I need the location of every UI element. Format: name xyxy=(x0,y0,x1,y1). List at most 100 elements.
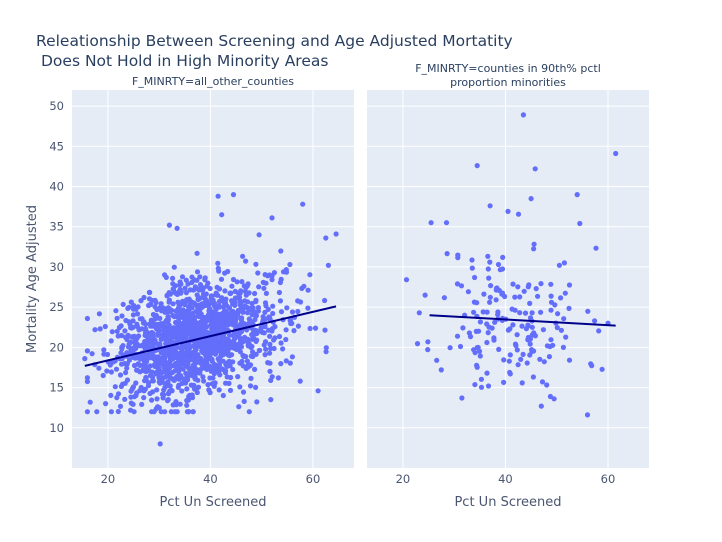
scatter-point xyxy=(270,303,276,309)
scatter-point xyxy=(531,241,537,247)
scatter-point xyxy=(507,352,513,358)
scatter-point xyxy=(152,363,158,369)
scatter-point xyxy=(183,370,189,376)
scatter-point xyxy=(484,339,490,346)
scatter-point xyxy=(204,283,210,289)
scatter-point xyxy=(193,324,199,330)
scatter-point xyxy=(487,294,493,300)
scatter-point xyxy=(142,386,148,392)
scatter-point xyxy=(218,315,224,321)
scatter-point xyxy=(241,353,247,359)
scatter-point xyxy=(501,379,507,385)
scatter-point xyxy=(522,310,529,316)
scatter-point xyxy=(585,308,591,314)
scatter-point xyxy=(487,299,493,305)
scatter-point xyxy=(458,283,465,289)
scatter-point xyxy=(194,269,201,275)
scatter-point xyxy=(267,350,273,356)
scatter-point xyxy=(177,279,183,285)
scatter-point xyxy=(533,286,539,292)
scatter-point xyxy=(275,375,281,381)
scatter-point xyxy=(197,274,203,280)
scatter-point xyxy=(502,293,508,300)
scatter-point xyxy=(97,326,103,332)
scatter-point xyxy=(527,300,533,306)
scatter-point xyxy=(179,274,186,280)
scatter-point xyxy=(206,316,212,322)
scatter-point xyxy=(267,341,273,347)
scatter-point xyxy=(202,300,208,306)
scatter-point xyxy=(165,379,171,385)
scatter-point xyxy=(484,321,490,327)
scatter-point xyxy=(563,334,569,340)
scatter-point xyxy=(117,372,124,378)
scatter-point xyxy=(216,298,223,304)
scatter-point xyxy=(305,287,311,293)
scatter-point xyxy=(208,365,214,371)
scatter-point xyxy=(113,366,120,372)
scatter-point xyxy=(145,383,152,389)
scatter-point xyxy=(104,368,110,374)
scatter-point xyxy=(207,375,213,381)
scatter-point xyxy=(481,291,487,297)
scatter-point xyxy=(168,409,174,415)
scatter-point xyxy=(474,300,480,306)
scatter-point xyxy=(118,383,124,389)
scatter-point xyxy=(217,372,223,378)
scatter-point xyxy=(269,328,275,334)
scatter-point xyxy=(133,392,139,399)
scatter-point xyxy=(128,388,134,394)
scatter-point xyxy=(454,281,461,287)
scatter-point xyxy=(256,284,262,290)
scatter-point xyxy=(192,386,198,392)
scatter-point xyxy=(613,150,619,157)
scatter-point xyxy=(126,341,132,347)
scatter-point xyxy=(322,327,328,333)
scatter-point xyxy=(146,339,152,345)
scatter-point xyxy=(224,374,230,380)
scatter-point xyxy=(515,284,521,290)
panel-right-x-axis-label: Pct Un Screened xyxy=(454,495,561,510)
scatter-point xyxy=(198,366,204,372)
scatter-point xyxy=(171,264,177,270)
scatter-point xyxy=(187,325,193,331)
scatter-point xyxy=(253,313,259,319)
scatter-point xyxy=(267,333,273,339)
scatter-point xyxy=(188,367,194,374)
scatter-point xyxy=(229,283,235,289)
scatter-point xyxy=(428,220,434,226)
scatter-point xyxy=(263,290,269,296)
scatter-point xyxy=(472,274,478,281)
scatter-point xyxy=(574,192,580,198)
scatter-point xyxy=(414,341,421,347)
scatter-point xyxy=(172,368,178,374)
scatter-point xyxy=(184,344,190,350)
scatter-point xyxy=(137,316,143,322)
scatter-point xyxy=(532,332,538,339)
scatter-point xyxy=(548,307,554,313)
panel-right-subtitle-line-1: F_MINRTY=counties in 90th% pctl xyxy=(415,62,601,75)
scatter-point xyxy=(237,298,243,304)
scatter-point xyxy=(155,329,162,335)
scatter-point xyxy=(471,309,477,315)
scatter-point xyxy=(158,370,164,376)
scatter-point xyxy=(270,310,276,317)
scatter-point xyxy=(242,298,248,304)
panel-right-background xyxy=(367,90,649,468)
scatter-point xyxy=(527,352,533,358)
y-axis-ticks: 10 15 20 25 30 35 40 45 50 xyxy=(49,99,64,435)
scatter-point xyxy=(441,295,447,301)
panel-left-trendline xyxy=(84,305,337,367)
scatter-point xyxy=(523,326,530,332)
scatter-point xyxy=(560,344,567,350)
scatter-point xyxy=(208,293,214,299)
scatter-point xyxy=(239,358,245,364)
scatter-point xyxy=(252,290,258,297)
scatter-point xyxy=(510,281,516,287)
scatter-point xyxy=(230,192,237,198)
y-tick-label: 45 xyxy=(49,139,64,153)
panel-left-x-ticks: 20 40 60 xyxy=(101,472,321,486)
scatter-point xyxy=(126,304,132,310)
scatter-point xyxy=(520,112,527,118)
scatter-point xyxy=(513,342,519,349)
